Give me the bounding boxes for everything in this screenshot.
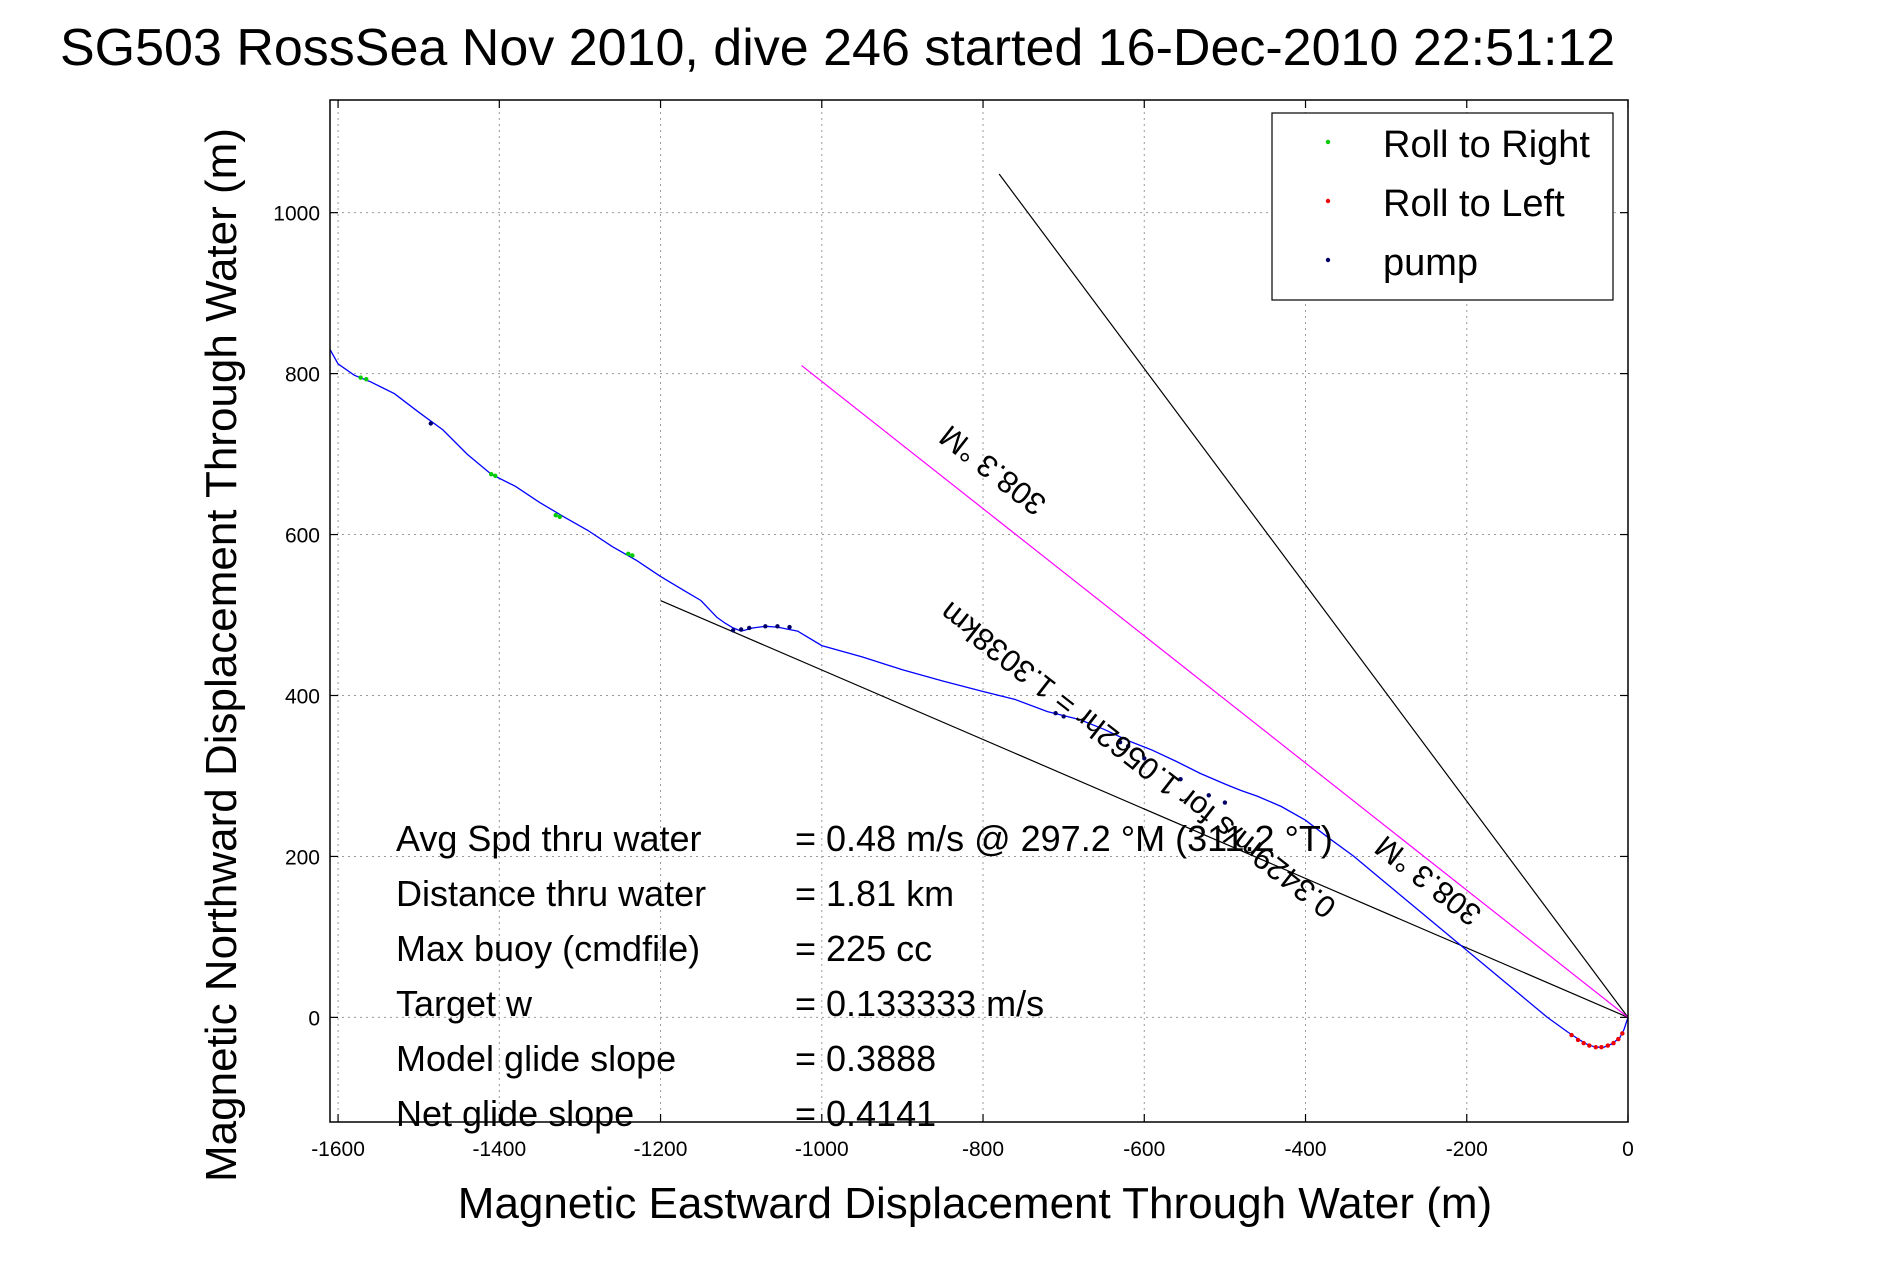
marker-pump [730, 628, 736, 633]
marker-pump [1117, 739, 1123, 745]
x-tick-label: -1600 [311, 1138, 365, 1161]
marker-pump [1125, 743, 1131, 749]
legend-label: Roll to Right [1383, 124, 1590, 166]
stat-label: Net glide slope [396, 1093, 634, 1134]
marker-roll-to-right [358, 375, 363, 380]
x-tick-label: -1400 [472, 1138, 526, 1161]
stat-label: Avg Spd thru water [396, 818, 702, 859]
marker-roll-to-left [1620, 1031, 1625, 1036]
marker-roll-to-left [1569, 1032, 1574, 1038]
marker-pump [1206, 793, 1211, 798]
marker-roll-to-left [1599, 1044, 1604, 1050]
legend-marker [1325, 198, 1331, 204]
net-glide-line [660, 599, 1628, 1018]
marker-pump [1053, 711, 1058, 716]
legend-marker [1325, 257, 1331, 263]
series-roll-to-left [1569, 1031, 1625, 1050]
marker-pump [1142, 756, 1147, 761]
marker-roll-to-left [1611, 1040, 1616, 1046]
marker-roll-to-right [493, 473, 498, 479]
marker-roll-to-right [626, 551, 631, 557]
marker-pump [1178, 776, 1183, 782]
marker-pump [1222, 800, 1228, 805]
x-tick-label: -600 [1123, 1138, 1165, 1161]
marker-roll-to-right [557, 514, 562, 520]
legend-label: pump [1383, 242, 1478, 284]
x-tick-label: -800 [962, 1138, 1004, 1161]
current-line [801, 365, 1628, 1018]
y-tick-label: 0 [308, 1007, 320, 1030]
marker-roll-to-left [1587, 1043, 1592, 1048]
y-axis-label: Magnetic Northward Displacement Through … [197, 128, 246, 1182]
y-tick-label: 800 [285, 364, 320, 387]
marker-roll-to-right [489, 471, 494, 477]
axis-ticks: -1600 -1400 -1200 -1000 -800 -600 -400 -200 0 0 20… [273, 100, 1634, 1161]
legend-label: Roll to Left [1383, 183, 1565, 225]
marker-pump [787, 624, 792, 630]
marker-roll-to-left [1575, 1037, 1581, 1043]
stat-label: Model glide slope [396, 1038, 676, 1079]
marker-pump [747, 625, 752, 631]
x-tick-label: -400 [1284, 1138, 1326, 1161]
marker-roll-to-right [364, 377, 369, 382]
series-pump [428, 421, 1228, 805]
x-tick-label: -1200 [634, 1138, 688, 1161]
stat-label: Target w [396, 983, 533, 1024]
stats-block: Avg Spd thru water = 0.48 m/s @ 297.2 °M … [396, 818, 1333, 1134]
marker-roll-to-right [630, 553, 635, 558]
marker-pump [775, 624, 780, 629]
stat-value: = 1.81 km [795, 873, 954, 914]
marker-pump [1061, 714, 1066, 719]
marker-roll-to-left [1593, 1044, 1598, 1050]
y-tick-label: 200 [285, 846, 320, 869]
marker-pump [763, 624, 768, 629]
legend-marker [1325, 139, 1331, 145]
marker-pump [428, 421, 433, 426]
axes-frame [329, 99, 1629, 1123]
stat-value: = 0.3888 [795, 1038, 936, 1079]
series-roll-to-right [358, 375, 635, 558]
marker-roll-to-right [553, 513, 558, 518]
legend-box [1271, 112, 1614, 301]
stat-label: Distance thru water [396, 873, 706, 914]
plot-data [330, 173, 1628, 1050]
y-tick-label: 400 [285, 685, 320, 708]
x-axis-label: Magnetic Eastward Displacement Through W… [458, 1179, 1492, 1228]
stat-value: = 0.48 m/s @ 297.2 °M (311.2 °T) [795, 818, 1333, 859]
grid [330, 100, 1629, 1122]
marker-roll-to-left [1616, 1036, 1621, 1042]
stat-value: = 225 cc [795, 928, 932, 969]
x-tick-label: 0 [1622, 1138, 1634, 1161]
stat-value: = 0.4141 [795, 1093, 936, 1134]
heading-line [998, 173, 1628, 1018]
y-tick-label: 600 [285, 525, 320, 548]
legend: Roll to Right Roll to Left pump [1271, 112, 1614, 301]
chart-title: SG503 RossSea Nov 2010, dive 246 started… [60, 19, 1615, 77]
y-tick-label: 1000 [273, 203, 320, 226]
series-track-line [330, 349, 1628, 1048]
stat-label: Max buoy (cmdfile) [396, 928, 700, 969]
stat-value: = 0.133333 m/s [795, 983, 1044, 1024]
x-tick-label: -200 [1446, 1138, 1488, 1161]
marker-roll-to-left [1605, 1043, 1611, 1048]
marker-roll-to-left [1581, 1040, 1586, 1046]
x-tick-label: -1000 [795, 1138, 849, 1161]
marker-pump [738, 627, 744, 632]
